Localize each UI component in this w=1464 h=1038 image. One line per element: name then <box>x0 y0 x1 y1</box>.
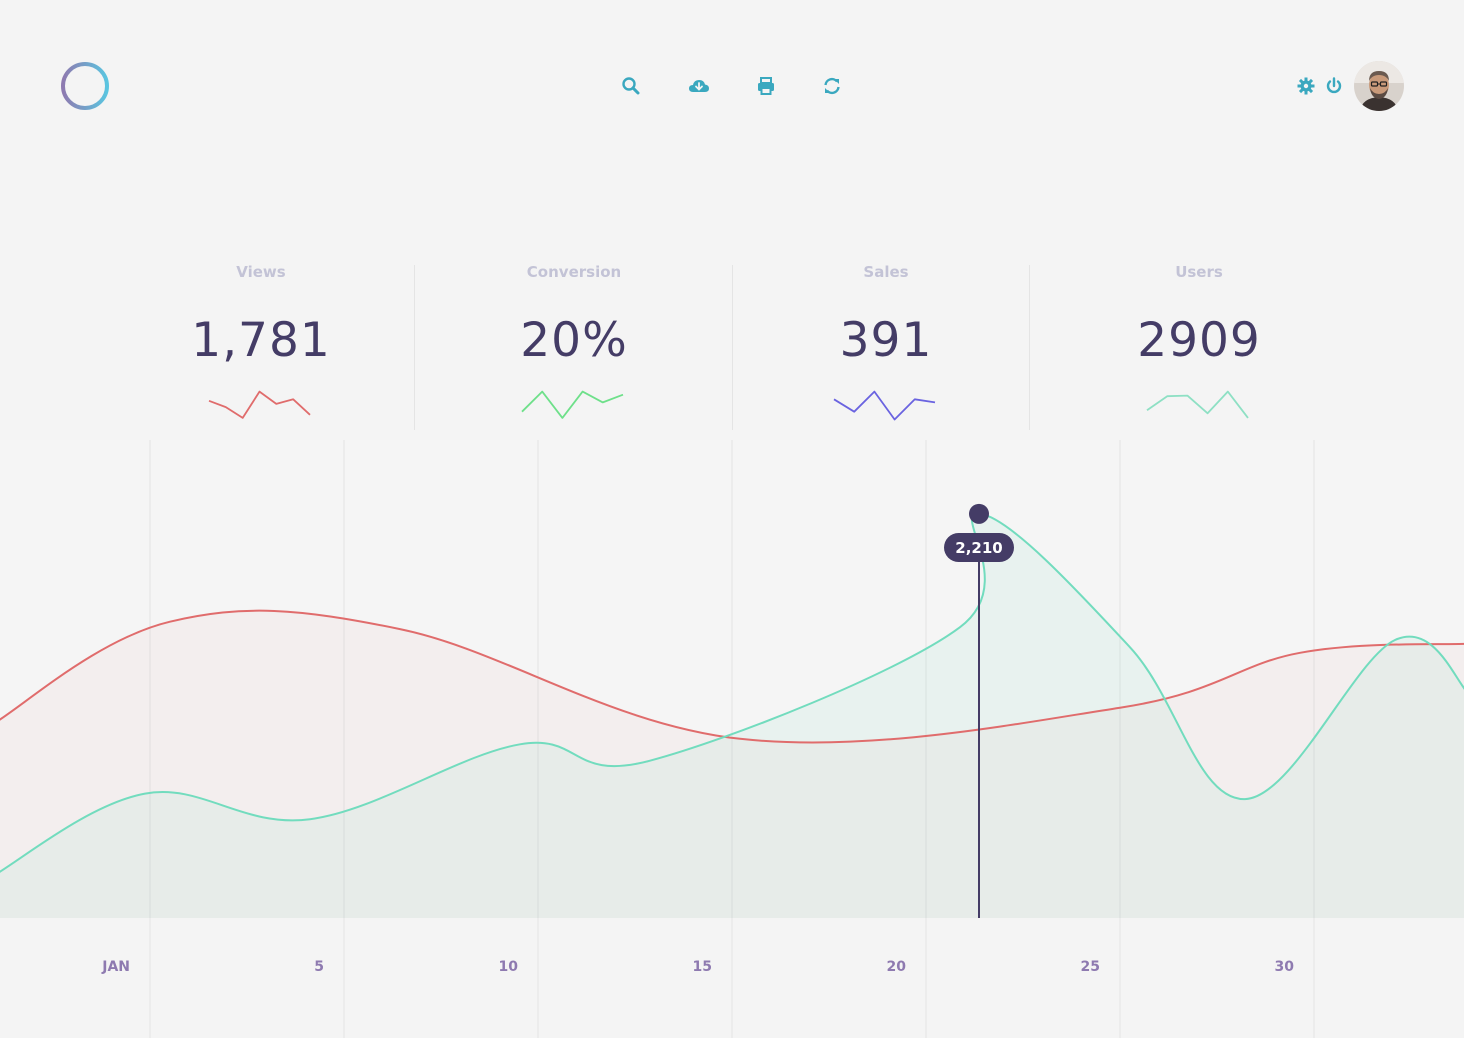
tooltip-badge <box>944 533 1014 562</box>
avatar[interactable] <box>1354 61 1404 111</box>
sparkline-path <box>521 390 624 419</box>
stat-divider <box>414 265 415 430</box>
search-icon[interactable] <box>619 74 643 98</box>
x-tick-label: 10 <box>499 959 519 975</box>
stat-label: Views <box>236 263 286 281</box>
sparkline-sales <box>833 390 936 421</box>
stat-value: 20% <box>520 313 628 368</box>
x-tick-label: 25 <box>1081 959 1100 975</box>
sparkline-path <box>833 390 936 421</box>
stat-sales: Sales 391 <box>786 255 986 435</box>
sparkline-conversion <box>521 390 624 419</box>
stat-value: 2909 <box>1137 313 1261 368</box>
logo[interactable] <box>60 61 110 111</box>
sparkline-path <box>1146 390 1249 419</box>
cloud-download-icon[interactable] <box>687 74 711 98</box>
series-line <box>0 609 1464 744</box>
stat-divider <box>732 265 733 430</box>
x-tick-label: 15 <box>693 959 712 975</box>
x-tick-label: 20 <box>887 959 907 975</box>
sparkline-users <box>1146 390 1249 419</box>
stat-value: 391 <box>839 313 933 368</box>
gear-icon[interactable] <box>1294 74 1318 98</box>
stat-label: Sales <box>863 263 909 281</box>
x-tick-label: 30 <box>1275 959 1295 975</box>
stat-conversion: Conversion 20% <box>474 255 674 435</box>
sparkline-path <box>208 390 311 419</box>
stat-label: Users <box>1175 263 1223 281</box>
series-area <box>0 610 1464 918</box>
stat-divider <box>1029 265 1030 430</box>
x-tick-label: JAN <box>101 959 130 975</box>
stat-views: Views 1,781 <box>161 255 361 435</box>
stat-value: 1,781 <box>191 313 331 368</box>
stat-users: Users 2909 <box>1099 255 1299 435</box>
refresh-icon[interactable] <box>820 74 844 98</box>
sparkline-views <box>208 390 311 419</box>
series-line <box>0 512 1464 873</box>
plot-band <box>0 440 1464 918</box>
tooltip-value: 2,210 <box>955 539 1002 557</box>
print-icon[interactable] <box>754 74 778 98</box>
series-area <box>0 513 1464 918</box>
highlight-point[interactable] <box>969 503 989 524</box>
x-tick-label: 5 <box>314 959 324 975</box>
stat-label: Conversion <box>526 263 622 281</box>
power-icon[interactable] <box>1322 74 1346 98</box>
